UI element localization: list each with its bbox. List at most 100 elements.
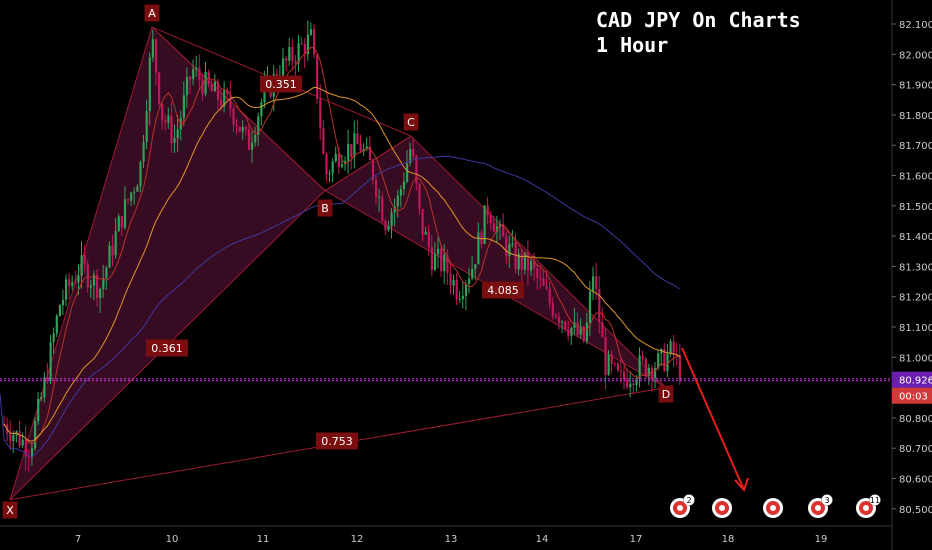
candle-body (635, 379, 638, 386)
candle-body (92, 274, 96, 286)
price-axis-tick-label: 80.500 (899, 505, 932, 516)
countdown-value: 00:03 (899, 392, 928, 403)
candle-body (244, 127, 247, 130)
candle-body (570, 328, 573, 336)
candle-body (27, 456, 30, 458)
candle-body (9, 433, 12, 442)
candle-body (399, 188, 402, 196)
candle-body (247, 129, 251, 150)
candle-body (232, 108, 235, 125)
candle-body (672, 341, 675, 355)
candle-body (68, 279, 71, 287)
event-count-badge (821, 494, 833, 506)
candle-body (136, 186, 139, 192)
pattern-bcd-triangle (324, 135, 667, 389)
candle-body (173, 138, 176, 143)
candle-body (520, 253, 523, 270)
candle-body (254, 134, 257, 143)
candle-body (592, 276, 595, 292)
price-axis-tick-label: 81.600 (899, 172, 932, 183)
pattern-point-label-x-bg (2, 501, 18, 519)
candle-body (145, 111, 148, 143)
chart-title-line2: 1 Hour (596, 33, 669, 57)
candle-body (337, 153, 340, 167)
ratio-label-1: 0.351 (265, 78, 297, 91)
candle-body (220, 99, 223, 107)
candle-body (629, 383, 632, 388)
candle-body (384, 221, 387, 231)
candle-body (108, 245, 111, 268)
ratio-label-1-bg (259, 75, 303, 93)
candle-body (291, 47, 294, 61)
price-axis-tick-label: 81.800 (899, 111, 932, 122)
candle-body (151, 39, 154, 58)
time-axis-tick-label: 19 (815, 534, 828, 545)
candle-body (43, 377, 46, 398)
candle-body (607, 354, 610, 375)
candle-body (477, 232, 480, 265)
price-axis-tick-label: 80.800 (899, 414, 932, 425)
pattern-point-label-c: C (407, 116, 415, 129)
candle-body (381, 196, 384, 222)
candle-body (564, 321, 567, 330)
time-axis-tick-label: 18 (722, 534, 735, 545)
candle-body (402, 181, 406, 189)
event-count-value: 2 (686, 496, 691, 505)
candle-body (461, 295, 464, 299)
price-axis-tick-label: 81.700 (899, 141, 932, 152)
candle-body (393, 206, 396, 213)
candle-body (579, 326, 582, 335)
event-count-value: 11 (870, 496, 880, 505)
candle-body (120, 216, 123, 228)
projection-arrow (681, 347, 745, 491)
candle-body (170, 115, 173, 143)
price-axis-tick-label: 81.900 (899, 81, 932, 92)
candle-body (604, 337, 607, 375)
candle-body (452, 279, 455, 286)
price-axis-tick-label: 81.200 (899, 293, 932, 304)
candle-body (49, 342, 52, 381)
candle-body (542, 278, 545, 286)
candle-body (660, 349, 663, 354)
ratio-label-2-bg (145, 339, 189, 357)
pattern-xab-triangle (9, 26, 326, 501)
last-price-value: 80.926 (899, 376, 932, 387)
candle-body (328, 173, 331, 175)
candle-body (198, 67, 201, 80)
candle-body (182, 95, 185, 119)
candle-body (486, 205, 489, 215)
candle-body (526, 252, 530, 271)
candle-body (539, 277, 542, 279)
price-axis-tick-label: 81.000 (899, 353, 932, 364)
candle-body (427, 231, 430, 248)
candle-body (626, 379, 629, 388)
candle-body (647, 367, 650, 376)
candle-body (83, 255, 86, 265)
candle-body (666, 353, 669, 371)
candle-body (390, 212, 393, 226)
candle-body (514, 243, 517, 270)
candle-body (610, 354, 613, 364)
candle-body (102, 278, 105, 289)
candle-body (123, 199, 127, 228)
candle-body (189, 76, 192, 80)
candle-body (21, 439, 24, 446)
candle-body (573, 322, 576, 329)
candle-body (313, 29, 316, 55)
price-axis-tick-label: 80.700 (899, 444, 932, 455)
candle-body (130, 192, 133, 201)
candle-body (89, 285, 92, 288)
ratio-label-4: 0.753 (321, 435, 353, 448)
candle-body (412, 149, 415, 157)
candle-body (548, 288, 551, 303)
pattern-point-label-d-bg (658, 385, 674, 403)
candle-body (158, 72, 161, 104)
candle-body (74, 281, 77, 283)
candle-body (229, 94, 232, 109)
candle-body (359, 144, 362, 152)
candle-body (387, 225, 390, 231)
candle-body (511, 243, 514, 245)
candle-body (669, 341, 672, 354)
